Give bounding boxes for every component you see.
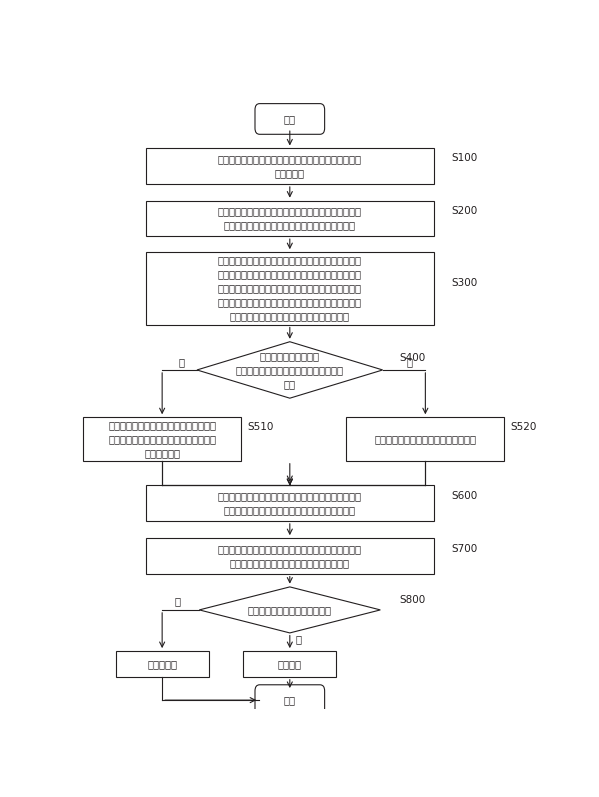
Bar <box>146 201 434 236</box>
Text: S100: S100 <box>451 153 477 163</box>
Text: 是: 是 <box>175 596 181 607</box>
Text: 通过图像识别方法获取图片中的所有文本框的信息，每
一文本框的信息包括文本框的文本信息和坐标信息: 通过图像识别方法获取图片中的所有文本框的信息，每 一文本框的信息包括文本框的文本… <box>218 206 362 230</box>
Bar <box>146 538 434 574</box>
Text: 确定与实体特征信息对应的信息知识库，并根据实体特
征信息和信息知识库进行匹配，获得匹配结果: 确定与实体特征信息对应的信息知识库，并根据实体特 征信息和信息知识库进行匹配，获… <box>218 544 362 568</box>
Text: 结束: 结束 <box>284 695 296 705</box>
Bar <box>83 417 241 461</box>
Text: S400: S400 <box>400 353 426 363</box>
Text: S300: S300 <box>451 278 477 288</box>
Text: S200: S200 <box>451 206 477 216</box>
Text: 第一文本框和第二文本框拼接，并将第一
文本框的信息和第二文本框的信息存入预
设的文本集合: 第一文本框和第二文本框拼接，并将第一 文本框的信息和第二文本框的信息存入预 设的… <box>108 420 216 458</box>
Text: S800: S800 <box>400 595 426 605</box>
Text: 判断匹配结果是否小于预设阈值: 判断匹配结果是否小于预设阈值 <box>248 605 332 615</box>
Text: 否: 否 <box>406 357 412 367</box>
Bar <box>146 148 434 184</box>
Polygon shape <box>197 342 383 398</box>
Text: S700: S700 <box>451 544 477 554</box>
Text: 判断第一文本框的文本
信息和第二文本框的文本信息是否为连贯
信息: 判断第一文本框的文本 信息和第二文本框的文本信息是否为连贯 信息 <box>236 351 344 389</box>
Text: 接收终端发送的筹款发起审核请求，筹款发起审核请求
携带有图片: 接收终端发送的筹款发起审核请求，筹款发起审核请求 携带有图片 <box>218 154 362 179</box>
FancyBboxPatch shape <box>255 104 325 135</box>
Text: 审核不通过: 审核不通过 <box>147 659 177 669</box>
Text: 开始: 开始 <box>284 114 296 124</box>
Bar <box>146 485 434 521</box>
Text: S510: S510 <box>247 422 274 432</box>
Text: 第一文本框的信息存入预设的文本集合: 第一文本框的信息存入预设的文本集合 <box>374 434 476 444</box>
Bar <box>346 417 504 461</box>
Text: 否: 否 <box>295 634 301 645</box>
Text: S600: S600 <box>451 491 477 501</box>
Bar <box>116 651 208 677</box>
Bar <box>146 252 434 324</box>
Bar <box>243 651 336 677</box>
Text: 是: 是 <box>179 357 184 367</box>
Text: 按行遍历所有文本框的信息，并对遍历到的每行文本框
的信息执行以下处理：从每行文本框的信息中的首个文
本框的信息起遍历，以当前遍历到的文本框的信息作为
第一文本框: 按行遍历所有文本框的信息，并对遍历到的每行文本框 的信息执行以下处理：从每行文本… <box>218 255 362 321</box>
Text: S520: S520 <box>511 422 537 432</box>
Polygon shape <box>199 587 380 633</box>
Text: 审核通过: 审核通过 <box>278 659 302 669</box>
Text: 获取执行完成处理得到的全部文本集合，并根据全部文
本集合，通过实体识别模型识别得到实体特征信息: 获取执行完成处理得到的全部文本集合，并根据全部文 本集合，通过实体识别模型识别得… <box>218 491 362 515</box>
FancyBboxPatch shape <box>255 685 325 716</box>
